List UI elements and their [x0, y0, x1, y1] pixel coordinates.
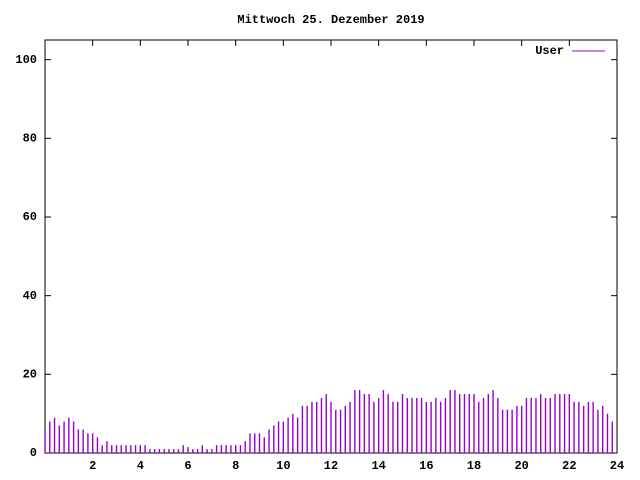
chart-title: Mittwoch 25. Dezember 2019 [237, 13, 424, 27]
y-tick-label: 40 [23, 289, 37, 303]
x-tick-label: 12 [324, 459, 338, 473]
x-tick-label: 22 [562, 459, 576, 473]
x-tick-label: 4 [137, 459, 144, 473]
x-tick-label: 24 [610, 459, 624, 473]
legend-label: User [535, 44, 564, 58]
x-tick-label: 14 [371, 459, 385, 473]
x-tick-label: 20 [514, 459, 528, 473]
x-tick-label: 2 [89, 459, 96, 473]
x-tick-label: 10 [276, 459, 290, 473]
x-tick-label: 8 [232, 459, 239, 473]
x-tick-label: 6 [184, 459, 191, 473]
x-tick-label: 16 [419, 459, 433, 473]
y-tick-label: 0 [30, 446, 37, 460]
x-tick-label: 18 [467, 459, 481, 473]
y-tick-label: 80 [23, 132, 37, 146]
y-tick-label: 100 [15, 53, 37, 67]
y-tick-label: 60 [23, 210, 37, 224]
y-tick-label: 20 [23, 368, 37, 382]
